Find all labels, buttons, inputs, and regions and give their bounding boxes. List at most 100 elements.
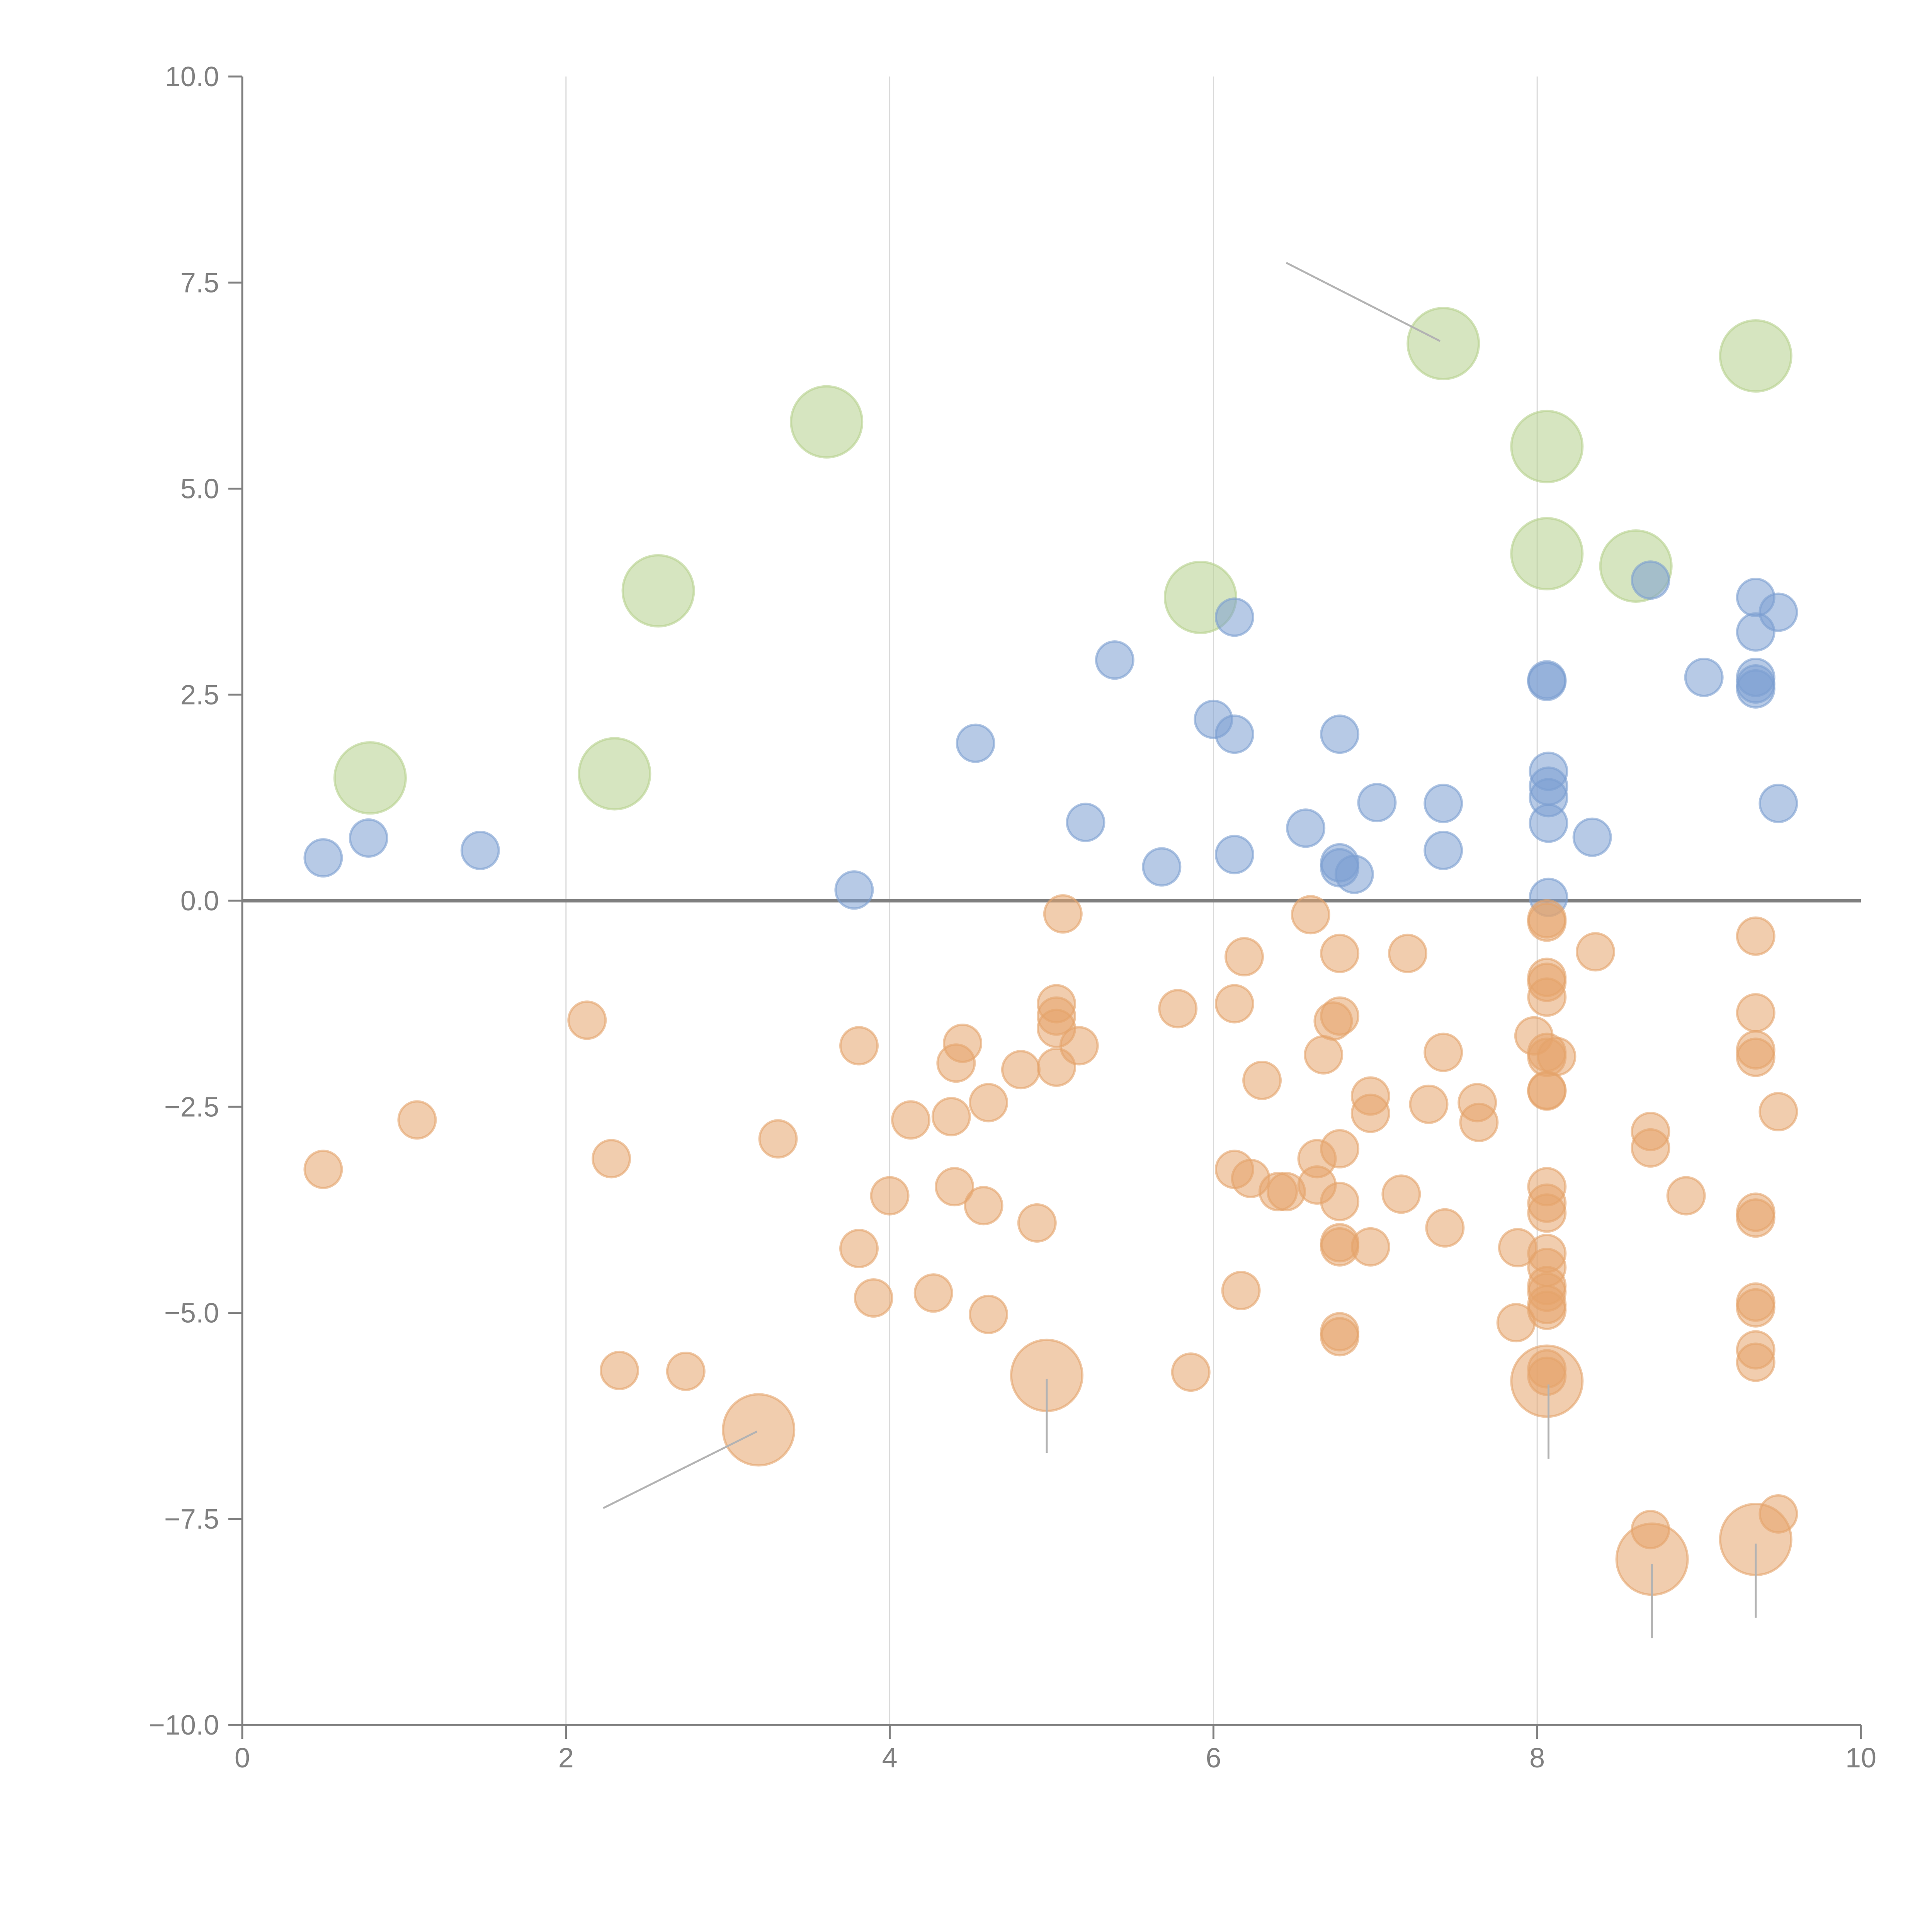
point-blue-12 <box>1286 808 1326 848</box>
y-tick-label: 2.5 <box>180 680 219 711</box>
point-green-7 <box>1510 517 1584 591</box>
point-orange-65 <box>1527 902 1567 942</box>
point-orange-6 <box>758 1119 798 1159</box>
point-blue-7 <box>1142 847 1182 887</box>
point-blue-34 <box>1736 669 1776 709</box>
point-blue-1 <box>349 818 388 858</box>
point-orange-45 <box>1320 1129 1360 1169</box>
point-orange-0 <box>303 1150 343 1189</box>
point-orange-5 <box>666 1351 706 1391</box>
series-orange-large <box>722 1338 1793 1596</box>
y-tick-label: 0.0 <box>180 886 219 917</box>
point-blue-0 <box>303 838 343 878</box>
point-blue-27 <box>1572 817 1612 857</box>
point-green-0 <box>333 741 407 815</box>
point-orange-33 <box>1224 937 1264 977</box>
point-blue-10 <box>1214 714 1254 754</box>
point-orange-95 <box>1736 1198 1776 1238</box>
point-green-5 <box>1406 307 1480 381</box>
point-orange-56 <box>1409 1084 1449 1124</box>
point-orange-43 <box>1320 934 1360 973</box>
y-tick-label: 7.5 <box>180 267 219 298</box>
x-tick-label: 4 <box>882 1743 898 1774</box>
point-blue-19 <box>1423 830 1463 870</box>
point-blue-11 <box>1214 835 1254 874</box>
annotation-leaders <box>603 262 1757 1639</box>
point-blue-21 <box>1527 662 1567 701</box>
annotation-leader-1 <box>603 1430 758 1509</box>
series-green <box>333 307 1793 815</box>
point-orange-93 <box>1736 1037 1776 1077</box>
point-orange-14 <box>935 1167 975 1207</box>
point-orange-81 <box>1527 1291 1567 1330</box>
point-orange-44 <box>1320 996 1360 1036</box>
x-axis-ticks: 0 2 4 6 8 10 <box>235 1725 1876 1774</box>
point-orange-38 <box>1291 895 1330 935</box>
x-tick-label: 2 <box>558 1743 574 1774</box>
point-orange-21 <box>1017 1203 1057 1243</box>
point-blue-6 <box>1095 640 1134 680</box>
point-orange-1 <box>397 1100 437 1140</box>
x-tick-label: 10 <box>1845 1743 1876 1774</box>
point-orange-11 <box>891 1100 931 1140</box>
point-orange-17 <box>964 1186 1003 1226</box>
point-orange-99 <box>1736 1342 1776 1382</box>
point-orange-13 <box>931 1097 971 1136</box>
y-tick-label: −7.5 <box>164 1504 219 1535</box>
point-blue-35 <box>1759 592 1798 632</box>
point-orange-35 <box>1242 1060 1282 1100</box>
y-tick-label: −2.5 <box>164 1092 219 1122</box>
point-blue-9 <box>1214 597 1254 637</box>
point-orange-72 <box>1527 1071 1567 1111</box>
point-blue-18 <box>1423 784 1463 823</box>
point-orange-50 <box>1320 1317 1360 1357</box>
point-blue-28 <box>1631 560 1670 600</box>
point-orange-4 <box>600 1350 639 1390</box>
point-blue-4 <box>956 723 995 763</box>
point-orange-large-2 <box>1510 1344 1584 1418</box>
point-orange-20 <box>1001 1050 1041 1090</box>
point-orange-52 <box>1350 1094 1390 1133</box>
point-blue-3 <box>834 870 874 910</box>
point-orange-28 <box>1158 989 1198 1029</box>
data-points <box>303 307 1798 1596</box>
x-tick-label: 0 <box>235 1743 250 1774</box>
point-orange-12 <box>913 1273 953 1313</box>
point-orange-100 <box>1759 1092 1798 1132</box>
point-orange-68 <box>1527 977 1567 1017</box>
point-orange-41 <box>1304 1035 1344 1075</box>
point-orange-46 <box>1320 1182 1360 1221</box>
point-orange-19 <box>969 1294 1009 1334</box>
point-orange-90 <box>1736 916 1776 956</box>
point-orange-large-0 <box>722 1393 796 1467</box>
point-orange-2 <box>567 1000 607 1040</box>
point-orange-9 <box>854 1278 893 1318</box>
series-blue <box>303 560 1798 917</box>
point-orange-29 <box>1171 1352 1211 1392</box>
y-axis-ticks: 10.0 7.5 5.0 2.5 0.0 −2.5 −5.0 −7.5 −10.0 <box>149 61 242 1741</box>
point-blue-2 <box>460 830 500 870</box>
series-orange <box>303 894 1798 1549</box>
point-orange-30 <box>1214 984 1254 1024</box>
point-orange-57 <box>1423 1032 1463 1072</box>
point-orange-32 <box>1221 1270 1261 1310</box>
point-orange-60 <box>1459 1102 1499 1142</box>
point-blue-5 <box>1066 803 1105 842</box>
point-green-6 <box>1510 410 1584 483</box>
point-green-9 <box>1719 319 1793 393</box>
point-orange-10 <box>870 1176 910 1216</box>
point-blue-25 <box>1529 803 1568 843</box>
point-orange-97 <box>1736 1288 1776 1328</box>
point-orange-75 <box>1527 1193 1567 1233</box>
y-tick-label: 5.0 <box>180 474 219 505</box>
point-orange-3 <box>592 1139 631 1179</box>
point-orange-54 <box>1381 1174 1421 1214</box>
point-blue-36 <box>1759 784 1798 823</box>
point-orange-91 <box>1736 993 1776 1033</box>
point-orange-8 <box>839 1229 879 1269</box>
point-blue-16 <box>1334 854 1374 894</box>
point-orange-27 <box>1059 1026 1099 1066</box>
point-orange-16 <box>943 1024 983 1063</box>
point-green-1 <box>578 737 651 811</box>
